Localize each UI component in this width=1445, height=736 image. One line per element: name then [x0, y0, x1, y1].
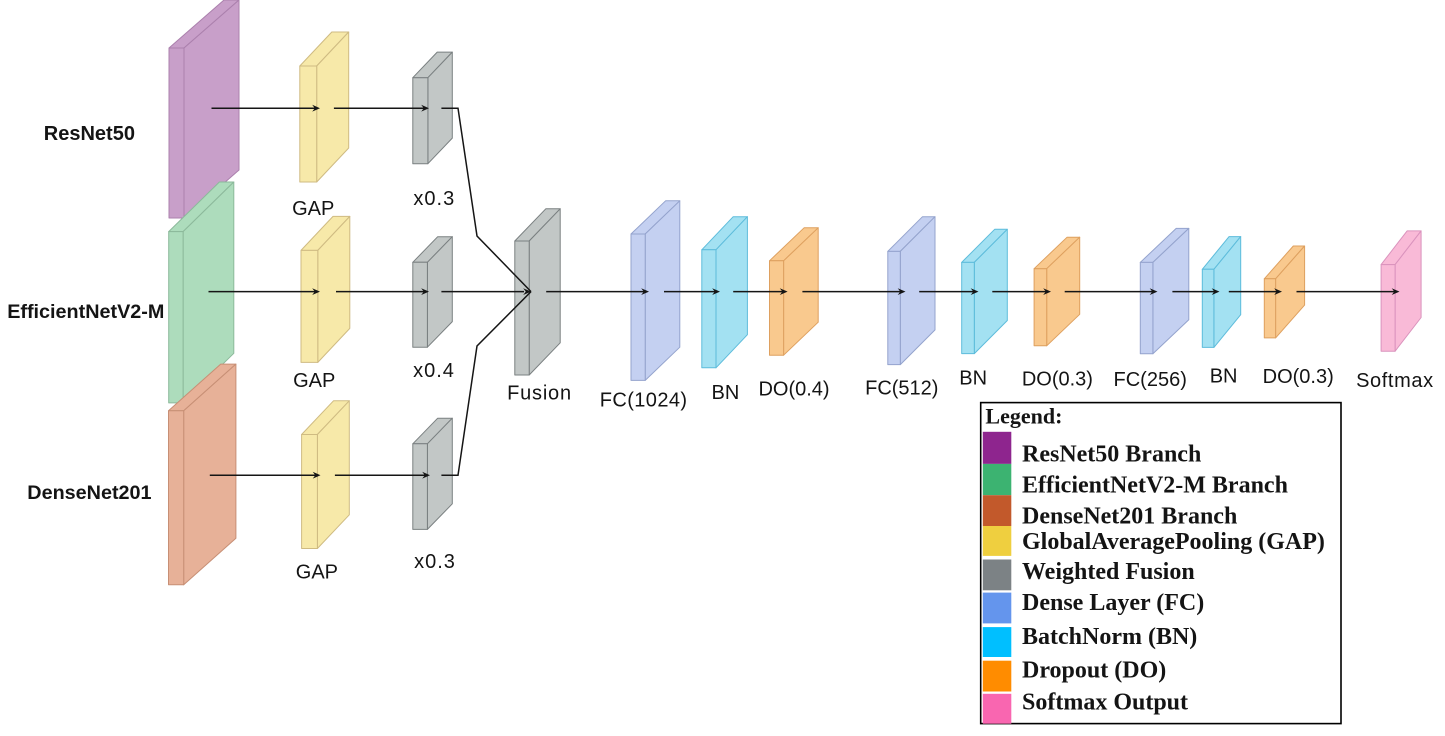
svg-text:ResNet50 Branch: ResNet50 Branch	[1022, 442, 1201, 468]
svg-text:x0.3: x0.3	[414, 551, 456, 573]
svg-text:BN: BN	[1210, 366, 1238, 388]
svg-text:BN: BN	[959, 368, 987, 390]
svg-text:GAP: GAP	[293, 370, 335, 392]
svg-text:ResNet50: ResNet50	[44, 123, 135, 145]
svg-text:DenseNet201: DenseNet201	[27, 482, 151, 504]
svg-text:x0.3: x0.3	[413, 188, 455, 210]
svg-text:Softmax: Softmax	[1356, 370, 1434, 392]
svg-text:GlobalAveragePooling (GAP): GlobalAveragePooling (GAP)	[1022, 529, 1325, 555]
svg-text:BN: BN	[712, 382, 740, 404]
svg-text:GAP: GAP	[296, 561, 338, 583]
svg-text:EfficientNetV2-M Branch: EfficientNetV2-M Branch	[1022, 472, 1288, 498]
svg-text:Softmax Output: Softmax Output	[1022, 689, 1188, 715]
svg-text:Weighted Fusion: Weighted Fusion	[1022, 559, 1195, 585]
svg-text:FC(512): FC(512)	[865, 377, 938, 399]
svg-text:DO(0.3): DO(0.3)	[1263, 366, 1334, 388]
svg-text:Fusion: Fusion	[507, 383, 572, 405]
svg-text:DO(0.4): DO(0.4)	[758, 378, 829, 400]
svg-text:GAP: GAP	[292, 198, 334, 220]
svg-text:DenseNet201 Branch: DenseNet201 Branch	[1022, 504, 1237, 530]
svg-text:DO(0.3): DO(0.3)	[1022, 369, 1093, 391]
svg-text:FC(256): FC(256)	[1114, 369, 1187, 391]
svg-text:EfficientNetV2-M: EfficientNetV2-M	[7, 301, 164, 323]
svg-text:FC(1024): FC(1024)	[600, 390, 688, 412]
svg-text:x0.4: x0.4	[413, 360, 455, 382]
svg-text:Dropout (DO): Dropout (DO)	[1022, 658, 1166, 684]
svg-text:Dense Layer (FC): Dense Layer (FC)	[1022, 590, 1204, 616]
svg-text:Legend:: Legend:	[985, 403, 1062, 428]
svg-text:BatchNorm (BN): BatchNorm (BN)	[1022, 624, 1197, 650]
